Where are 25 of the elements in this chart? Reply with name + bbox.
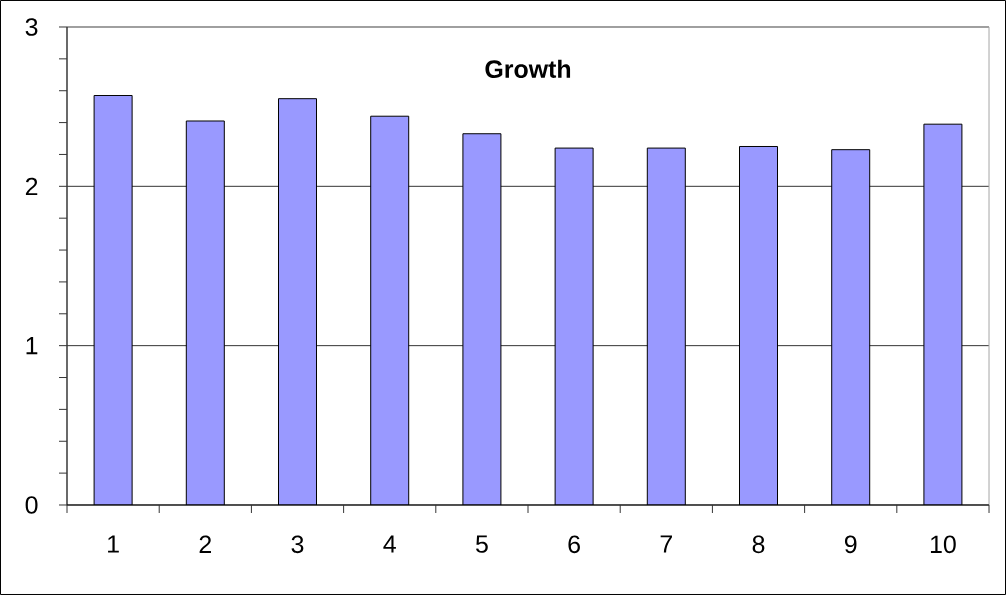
bar [278,98,318,505]
x-tick-label: 6 [568,535,580,554]
x-tick-label: 1 [108,535,119,553]
y-tick-label: 2 [25,177,38,196]
y-tick-label: 3 [25,18,38,36]
bar [93,95,133,505]
x-tick-label: 2 [199,535,211,553]
bar [370,115,410,505]
x-tick-label: 8 [752,535,765,554]
text: Growth [485,59,571,78]
bar [185,120,225,505]
x-tick-label: 9 [844,535,857,554]
x-tick-label: 7 [660,535,672,553]
bar [923,123,963,505]
bar [554,147,594,505]
bar [646,147,686,505]
bar [462,133,502,505]
bar [739,145,779,505]
bar [831,149,871,505]
x-tick-label: 4 [383,535,396,553]
y-tick-label: 1 [26,337,38,355]
x-tick-label: 3 [291,535,304,554]
y-tick-label: 0 [25,496,38,514]
x-tick-label: 10 [930,535,956,554]
x-tick-label: 5 [475,535,488,553]
